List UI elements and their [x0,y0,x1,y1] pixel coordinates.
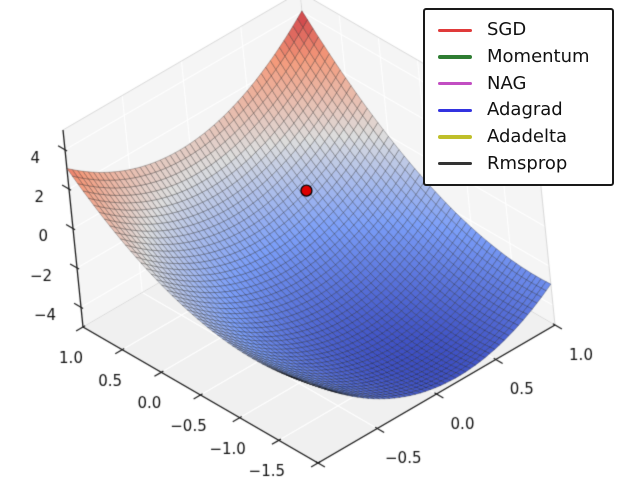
legend-item-sgd: SGD [438,21,608,39]
legend-label-adagrad: Adagrad [487,99,563,121]
legend: SGD Momentum NAG Adagrad Adadelta Rmspro… [423,8,614,186]
legend-label-adadelta: Adadelta [487,125,568,147]
legend-line-adadelta [438,135,472,139]
legend-line-momentum [438,55,472,59]
legend-item-rmsprop: Rmsprop [438,152,608,174]
legend-item-adadelta: Adadelta [438,125,608,147]
legend-line-rmsprop [438,161,472,166]
legend-label-rmsprop: Rmsprop [487,152,568,174]
legend-label-momentum: Momentum [487,45,590,67]
legend-item-momentum: Momentum [438,45,608,67]
legend-label-sgd: SGD [487,19,527,41]
legend-line-nag [438,81,472,86]
legend-line-sgd [438,28,472,33]
legend-item-nag: NAG [438,72,608,94]
legend-label-nag: NAG [487,72,527,94]
legend-line-adagrad [438,108,472,113]
legend-item-adagrad: Adagrad [438,101,608,119]
